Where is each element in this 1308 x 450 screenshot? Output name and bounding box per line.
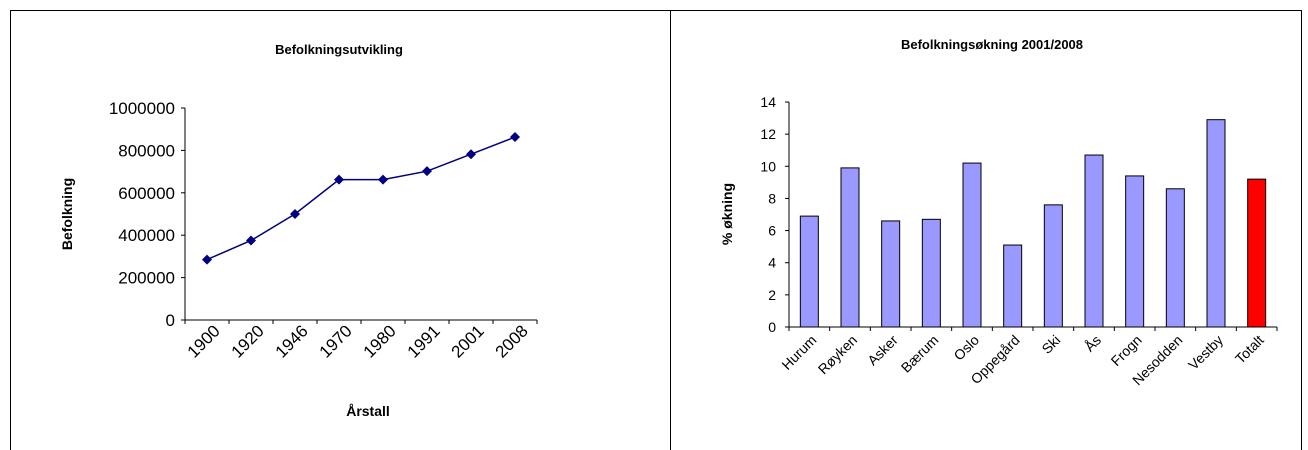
bar-chart-bar xyxy=(1165,188,1185,328)
bar-chart-y-tick-label: 6 xyxy=(768,223,776,239)
bar-chart-x-tick-label: Oslo xyxy=(950,332,982,364)
bar-chart-x-tick-label: Ski xyxy=(1038,332,1063,357)
bar-chart-bar xyxy=(921,218,941,328)
line-chart-point xyxy=(510,132,520,143)
bar-chart-title: Befolkningsøkning 2001/2008 xyxy=(901,37,1083,52)
line-chart-y-tick-label: 600000 xyxy=(118,184,175,203)
bar-chart-y-axis-label: % økning xyxy=(719,183,735,245)
bar-chart-bar xyxy=(1003,244,1023,328)
line-chart-y-tick-label: 200000 xyxy=(118,269,175,288)
bar-chart-bar xyxy=(962,162,982,328)
bar-chart-bar xyxy=(1084,154,1104,328)
bar-chart-x-tick-label: Røyken xyxy=(815,332,860,377)
bar-chart-y-tick-label: 14 xyxy=(760,94,776,110)
bar-chart-y-tick-label: 10 xyxy=(760,158,776,174)
bar-chart-y-tick-label: 0 xyxy=(768,319,776,335)
line-chart-x-axis-label: Årstall xyxy=(346,403,390,419)
bar-chart-bar xyxy=(840,167,860,328)
bar-chart-x-tick-label: Asker xyxy=(864,332,901,369)
bar-chart-x-tick-label: Totalt xyxy=(1232,332,1267,367)
line-chart-point xyxy=(378,174,388,185)
panel-divider xyxy=(670,10,671,450)
bar-chart-x-tick-label: Bærum xyxy=(898,332,942,376)
bar-chart-bar xyxy=(881,220,901,328)
bar-chart-bar xyxy=(799,215,819,328)
line-chart-point xyxy=(334,174,344,185)
line-chart-title: Befolkningsutvikling xyxy=(275,42,403,57)
line-chart-point xyxy=(422,166,432,177)
bar-chart-y-tick-label: 2 xyxy=(768,287,776,303)
line-chart-point xyxy=(246,235,256,246)
line-chart-y-tick-label: 0 xyxy=(166,311,175,330)
line-chart-y-tick-label: 400000 xyxy=(118,226,175,245)
bar-chart-y-tick-label: 4 xyxy=(768,255,776,271)
bar-chart-x-tick-label: Ås xyxy=(1081,332,1104,355)
chart-frame xyxy=(10,10,1302,450)
bar-chart-x-tick-label: Hurum xyxy=(778,332,819,373)
line-chart: Befolkningsutvikling Befolkning Årstall … xyxy=(59,42,538,419)
line-chart-point xyxy=(466,149,476,160)
line-chart-point xyxy=(290,209,300,219)
line-chart-point xyxy=(202,254,212,265)
line-chart-y-tick-label: 800000 xyxy=(118,141,175,160)
line-chart-y-axis-label: Befolkning xyxy=(59,178,75,250)
bar-chart-bar xyxy=(1125,175,1145,328)
bar-chart-bar xyxy=(1043,204,1063,328)
bar-chart-y-tick-label: 8 xyxy=(768,190,776,206)
bar-chart-x-tick-label: Vestby xyxy=(1185,332,1226,373)
bar-chart-bar xyxy=(1247,178,1267,328)
bar-chart-y-tick-label: 12 xyxy=(760,126,776,142)
line-chart-series-line xyxy=(206,136,516,261)
bar-chart-x-tick-label: Frogn xyxy=(1108,332,1145,369)
line-chart-y-tick-label: 1000000 xyxy=(109,99,175,118)
bar-chart-bar xyxy=(1206,119,1226,328)
